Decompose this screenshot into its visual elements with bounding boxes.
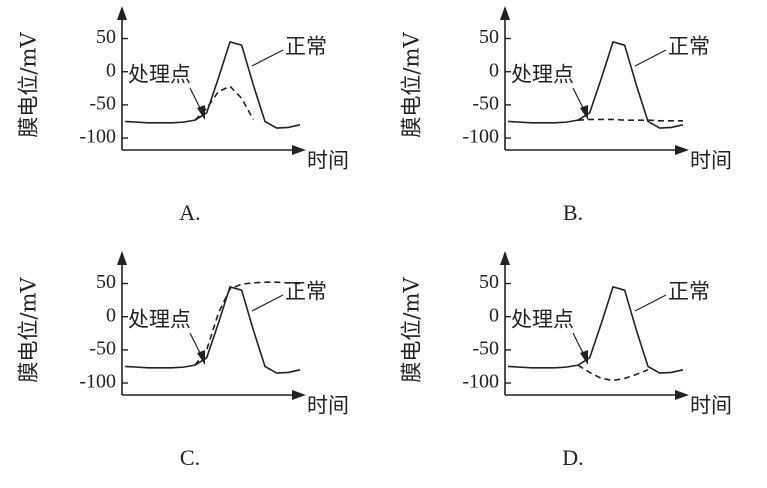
leader-line	[634, 294, 667, 312]
y-axis-label: 膜电位/mV	[400, 32, 424, 138]
leader-arrowhead	[197, 105, 205, 120]
y-axis-arrow	[117, 6, 127, 20]
y-tick-label: 0	[106, 59, 116, 81]
annotation-treatment: 处理点	[511, 308, 574, 332]
y-tick-label: -50	[89, 92, 116, 114]
y-tick-label: 50	[96, 271, 116, 293]
y-tick-label: 0	[106, 304, 116, 326]
y-tick-label: 50	[479, 271, 499, 293]
x-axis-arrow	[675, 145, 689, 155]
x-axis-label: 时间	[690, 394, 732, 418]
series-line	[577, 364, 649, 382]
leader-line	[251, 294, 284, 312]
leader-arrowhead	[580, 350, 588, 365]
panel-caption: D.	[562, 445, 583, 470]
annotation-normal: 正常	[668, 35, 710, 59]
series-line	[507, 286, 684, 374]
y-tick-label: 50	[96, 26, 116, 48]
y-tick-label: -50	[472, 92, 499, 114]
x-axis-arrow	[675, 390, 689, 400]
y-tick-label: -100	[462, 126, 499, 148]
y-axis-label: 膜电位/mV	[17, 32, 41, 138]
annotation-treatment: 处理点	[128, 63, 191, 87]
leader-line	[251, 49, 284, 67]
y-axis-label: 膜电位/mV	[400, 277, 424, 383]
leader-line	[634, 49, 667, 67]
x-axis-label: 时间	[307, 394, 349, 418]
series-line	[507, 41, 684, 129]
leader-arrowhead	[580, 105, 588, 120]
y-tick-label: -100	[462, 371, 499, 393]
series-line	[194, 281, 301, 366]
series-line	[194, 85, 255, 121]
series-line	[124, 286, 301, 374]
y-tick-label: -100	[79, 371, 116, 393]
y-axis-label: 膜电位/mV	[17, 277, 41, 383]
y-tick-label: 0	[489, 59, 499, 81]
y-tick-label: 50	[479, 26, 499, 48]
annotation-normal: 正常	[285, 35, 327, 59]
x-axis-label: 时间	[690, 149, 732, 173]
annotation-normal: 正常	[668, 280, 710, 304]
x-axis-arrow	[292, 145, 306, 155]
y-axis-arrow	[117, 251, 127, 265]
x-axis-label: 时间	[307, 149, 349, 173]
panel-caption: A.	[179, 200, 200, 225]
series-line	[577, 118, 683, 122]
y-tick-label: -50	[472, 337, 499, 359]
annotation-normal: 正常	[285, 280, 327, 304]
annotation-treatment: 处理点	[511, 63, 574, 87]
y-axis-arrow	[500, 6, 510, 20]
x-axis-arrow	[292, 390, 306, 400]
series-line	[124, 41, 301, 129]
panel-caption: B.	[563, 200, 583, 225]
y-tick-label: -50	[89, 337, 116, 359]
y-tick-label: 0	[489, 304, 499, 326]
y-tick-label: -100	[79, 126, 116, 148]
panel-caption: C.	[180, 445, 200, 470]
annotation-treatment: 处理点	[128, 308, 191, 332]
y-axis-arrow	[500, 251, 510, 265]
